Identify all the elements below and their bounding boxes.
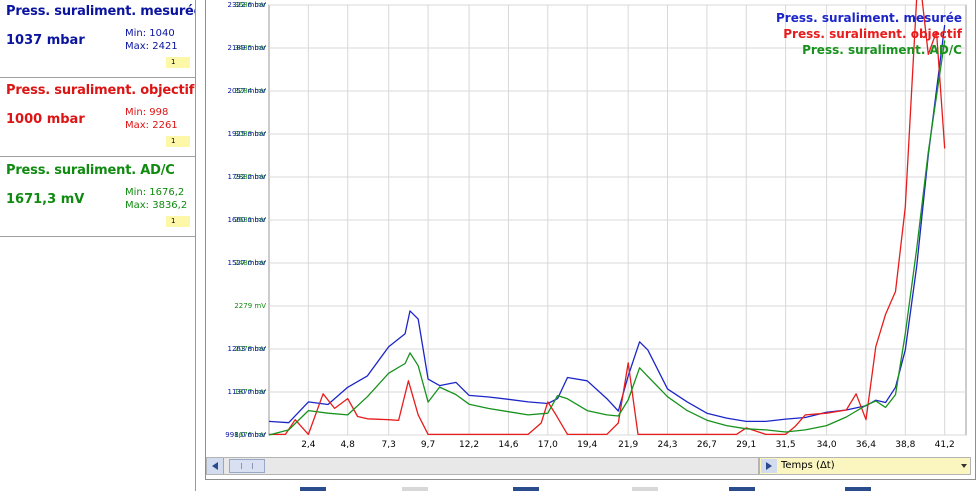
y-tick-label-mbar: 2189 mbar: [228, 44, 267, 52]
series-line-2: [268, 40, 946, 436]
horizontal-scrollbar[interactable]: [206, 457, 759, 475]
x-tick-label: 26,7: [697, 440, 717, 450]
play-arrow-icon[interactable]: [761, 459, 777, 473]
x-tick-label: 24,3: [657, 440, 677, 450]
y-tick-label-mbar: 1660 mbar: [228, 216, 267, 224]
x-tick-label: 29,1: [736, 440, 756, 450]
sensor-title: Press. suraliment. AD/C: [6, 163, 175, 178]
sensor-title: Press. suraliment. objectif: [6, 83, 195, 98]
chart-frame: 2,4 4,8 7,3 9,7 12,2 14,6 17,0 19,4 21,9 24,3 26,7…: [205, 0, 976, 480]
toolbar-button-stub[interactable]: [632, 487, 658, 491]
toolbar-button-stub[interactable]: [402, 487, 428, 491]
sensor-badge[interactable]: 1: [166, 57, 190, 68]
sensor-panel: Press. suraliment. mesurée 1037 mbar Min…: [0, 0, 196, 491]
x-tick-label: 41,2: [935, 440, 955, 450]
toolbar-button-stub[interactable]: [729, 487, 755, 491]
legend-entry: Press. suraliment. objectif: [783, 27, 963, 41]
sensor-badge[interactable]: 1: [166, 216, 190, 227]
sensor-card-measured[interactable]: Press. suraliment. mesurée 1037 mbar Min…: [0, 0, 195, 78]
x-tick-label: 38,8: [895, 440, 915, 450]
toolbar-button-stub[interactable]: [845, 487, 871, 491]
y-tick-label-mbar: 1792 mbar: [228, 173, 267, 181]
toolbar-button-stub[interactable]: [513, 487, 539, 491]
line-chart: 2,4 4,8 7,3 9,7 12,2 14,6 17,0 19,4 21,9 24,3 26,7…: [225, 0, 967, 450]
x-tick-label: 12,2: [459, 440, 479, 450]
y-tick-label-mbar: 1527 mbar: [228, 259, 267, 267]
y-tick-label-mbar: 1263 mbar: [228, 345, 267, 353]
y-tick-label-mv: 2681 mV: [234, 216, 266, 224]
legend-entry: Press. suraliment. mesurée: [776, 11, 962, 25]
x-tick-label: 7,3: [382, 440, 396, 450]
sensor-max: Max: 2421: [125, 41, 178, 52]
y-tick-label-mbar: 2322 mbar: [228, 1, 267, 9]
y-tick-label-mv: 1877 mV: [234, 388, 266, 396]
sensor-value: 1671,3 mV: [6, 192, 85, 207]
y-tick-label-mbar: 2057 mbar: [228, 87, 267, 95]
y-tick-label-mv: 3083 mV: [234, 130, 266, 138]
x-tick-label: 4,8: [341, 440, 356, 450]
legend-entry: Press. suraliment. AD/C: [802, 43, 962, 57]
sensor-min: Min: 998: [125, 107, 169, 118]
y-tick-label-mbar: 998,0 mbar: [225, 431, 266, 439]
sensor-min: Min: 1040: [125, 28, 175, 39]
x-tick-label: 31,5: [776, 440, 796, 450]
x-tick-label: 2,4: [301, 440, 316, 450]
scroll-thumb[interactable]: [229, 459, 265, 473]
x-tick-label: 36,4: [856, 440, 876, 450]
y-tick-label-mbar: 1130 mbar: [228, 388, 267, 396]
y-tick-label-mv: 3686 mV: [234, 1, 266, 9]
y-tick-label-mv: 2078 mV: [234, 345, 266, 353]
y-tick-label-mv: 2882 mV: [234, 173, 266, 181]
x-tick-label: 19,4: [577, 440, 597, 450]
series-line-1: [269, 0, 946, 436]
y-tick-label-mv: 3485 mV: [234, 44, 266, 52]
y-tick-label-mv: 2279 mV: [234, 302, 266, 310]
sensor-value: 1037 mbar: [6, 33, 85, 48]
y-tick-label-mv: 2480 mV: [234, 259, 266, 267]
x-tick-label: 14,6: [498, 440, 518, 450]
scroll-left-arrow-icon[interactable]: [207, 458, 224, 474]
sensor-card-adc[interactable]: Press. suraliment. AD/C 1671,3 mV Min: 1…: [0, 159, 195, 237]
sensor-value: 1000 mbar: [6, 112, 85, 127]
chevron-down-icon[interactable]: [961, 464, 967, 468]
sensor-title: Press. suraliment. mesurée: [6, 4, 195, 19]
sensor-badge[interactable]: 1: [166, 136, 190, 147]
sensor-max: Max: 2261: [125, 120, 178, 131]
sensor-min: Min: 1676,2: [125, 187, 185, 198]
y-tick-label-mv: 1676 mV: [234, 431, 266, 439]
time-axis-label: Temps (Δt): [781, 460, 835, 471]
sensor-card-target[interactable]: Press. suraliment. objectif 1000 mbar Mi…: [0, 79, 195, 157]
toolbar-button-stub[interactable]: [300, 487, 326, 491]
time-axis-select[interactable]: Temps (Δt): [759, 457, 971, 475]
x-tick-label: 17,0: [538, 440, 558, 450]
y-tick-label-mv: 3284 mV: [234, 87, 266, 95]
y-tick-label-mbar: 1925 mbar: [228, 130, 267, 138]
x-tick-label: 34,0: [817, 440, 837, 450]
sensor-max: Max: 3836,2: [125, 200, 188, 211]
x-tick-label: 21,9: [618, 440, 638, 450]
x-tick-label: 9,7: [421, 440, 435, 450]
